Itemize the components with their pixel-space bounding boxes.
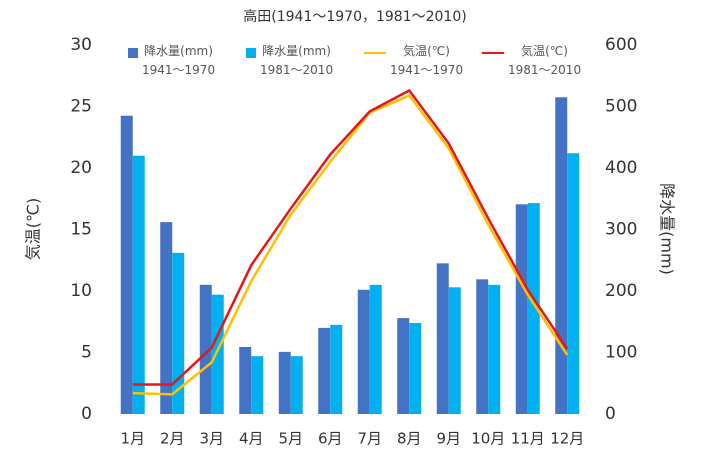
y-tick-label: 25 (70, 97, 92, 117)
bar (448, 287, 461, 414)
bar (567, 153, 580, 415)
bar (120, 115, 133, 414)
y2-tick-label: 400 (605, 158, 637, 178)
x-tick-label: 2月 (160, 430, 185, 448)
bar (369, 284, 382, 414)
bar (278, 351, 291, 414)
x-tick-label: 5月 (278, 430, 303, 448)
legend-item: 降水量(mm) 1941～1970 (128, 42, 240, 80)
bar (239, 346, 252, 414)
legend-label: 気温(℃) 1981～2010 (508, 44, 582, 77)
x-tick-label: 9月 (436, 430, 461, 448)
legend-swatch (482, 52, 504, 54)
legend-swatch (246, 48, 256, 58)
y2-tick-label: 200 (605, 281, 637, 301)
bar (515, 204, 528, 414)
y2-tick-label: 100 (605, 343, 637, 363)
bar (330, 324, 343, 414)
legend-item: 気温(℃) 1941～1970 (364, 42, 476, 80)
x-tick-label: 3月 (199, 430, 224, 448)
y-tick-label: 5 (81, 343, 92, 363)
bar (172, 252, 185, 414)
y-tick-label: 15 (70, 220, 92, 240)
bar (132, 155, 145, 414)
y2-tick-label: 600 (605, 35, 637, 55)
bar (211, 294, 224, 414)
x-tick-label: 7月 (357, 430, 382, 448)
legend-item: 気温(℃) 1981～2010 (482, 42, 594, 80)
bar (397, 318, 410, 414)
legend-item: 降水量(mm) 1981～2010 (246, 42, 358, 80)
line (132, 93, 569, 396)
y-tick-label: 10 (70, 281, 92, 301)
legend-swatch (128, 48, 138, 58)
bar (199, 284, 212, 414)
y2-tick-label: 500 (605, 97, 637, 117)
bar (160, 222, 173, 414)
legend-label: 降水量(mm) 1941～1970 (142, 44, 216, 77)
y-tick-label: 30 (70, 35, 92, 55)
bar (251, 356, 264, 414)
bar (488, 284, 501, 414)
bar (555, 97, 568, 415)
legend-label: 気温(℃) 1941～1970 (390, 44, 464, 77)
y2-axis-label: 降水量(mm) (658, 183, 677, 275)
bar (290, 356, 303, 414)
x-tick-label: 10月 (471, 430, 505, 448)
y-tick-label: 20 (70, 158, 92, 178)
x-tick-label: 4月 (239, 430, 264, 448)
chart-title: 高田(1941～1970，1981～2010) (243, 8, 466, 25)
bar (318, 327, 331, 414)
bar (409, 322, 422, 414)
legend-swatch (364, 52, 386, 54)
bar (357, 289, 370, 414)
legend-label: 降水量(mm) 1981～2010 (260, 44, 334, 77)
y2-tick-label: 300 (605, 220, 637, 240)
x-tick-label: 12月 (550, 430, 584, 448)
bar (527, 203, 540, 414)
x-tick-label: 8月 (397, 430, 422, 448)
line (132, 88, 569, 386)
y2-tick-label: 0 (605, 404, 616, 424)
x-tick-label: 6月 (318, 430, 343, 448)
x-tick-label: 1月 (120, 430, 145, 448)
x-tick-label: 11月 (511, 430, 545, 448)
bar (436, 263, 449, 414)
legend: 降水量(mm) 1941～1970 降水量(mm) 1981～2010 気温(℃) … (128, 42, 594, 80)
bar (476, 279, 489, 414)
y-tick-label: 0 (81, 404, 92, 424)
y-axis-label: 気温(℃) (24, 198, 43, 260)
